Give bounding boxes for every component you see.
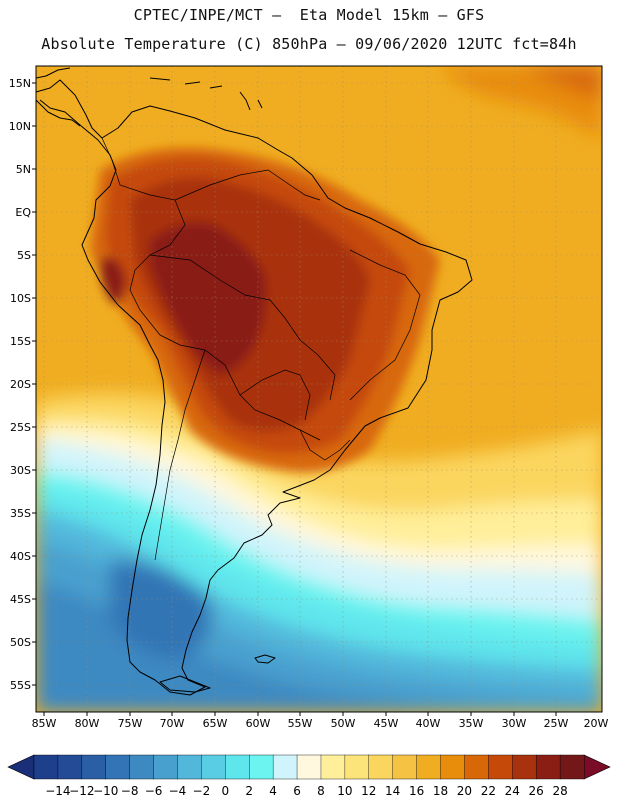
colorbar-label: 8	[317, 784, 325, 798]
colorbar-label: 0	[221, 784, 229, 798]
lat-label: 35S	[10, 507, 31, 520]
axis-ticks	[32, 82, 557, 716]
colorbar-label: −10	[93, 784, 118, 798]
colorbar-swatch	[33, 754, 59, 780]
lat-label: 10S	[10, 292, 31, 305]
colorbar-swatch	[344, 754, 370, 780]
colorbar-swatch	[57, 754, 83, 780]
colorbar-swatch	[201, 754, 226, 780]
lon-label: 20W	[584, 717, 609, 730]
lat-label: 15S	[10, 335, 31, 348]
caribbean-islands	[149, 77, 263, 111]
colorbar-label: 20	[457, 784, 472, 798]
colorbar-swatch	[320, 754, 346, 780]
map-frame	[35, 65, 603, 713]
colorbar-swatch	[464, 754, 489, 780]
lat-label: 50S	[10, 636, 31, 649]
colorbar-label: −4	[169, 784, 187, 798]
colorbar-low-arrow	[7, 754, 35, 780]
colorbar-swatch	[416, 754, 442, 780]
colorbar-label: −6	[145, 784, 163, 798]
lon-label: 50W	[331, 717, 356, 730]
lat-label: 20S	[10, 378, 31, 391]
colorbar-label: 14	[385, 784, 400, 798]
lon-label: 45W	[374, 717, 399, 730]
colorbar-swatch	[296, 754, 322, 780]
colorbar-label: 2	[245, 784, 253, 798]
lat-label: 5N	[16, 163, 31, 176]
south-america-coastline	[36, 79, 473, 696]
lon-label: 65W	[203, 717, 228, 730]
lon-label: 60W	[246, 717, 271, 730]
lat-label: 15N	[9, 77, 31, 90]
colorbar-label: 6	[293, 784, 301, 798]
temperature-field	[36, 66, 602, 712]
longitude-labels: 85W 80W 75W 70W 65W 60W 55W 50W 45W 40W …	[32, 717, 609, 730]
colorbar-swatch	[440, 754, 466, 780]
colorbar-label: 10	[337, 784, 352, 798]
colorbar-swatch	[81, 754, 107, 780]
colorbar-label: 12	[361, 784, 376, 798]
colorbar-label: 26	[529, 784, 544, 798]
country-borders	[101, 137, 421, 561]
lat-label: EQ	[15, 206, 31, 219]
colorbar-swatch	[105, 754, 131, 780]
colorbar-swatch	[535, 754, 561, 780]
colorbar-label: 28	[552, 784, 567, 798]
colorbar-label: −14	[45, 784, 70, 798]
latitude-labels: 15N 10N 5N EQ 5S 10S 15S 20S 25S 30S 35S…	[9, 77, 32, 692]
colorbar-swatch	[368, 754, 394, 780]
colorbar-swatch	[249, 754, 274, 780]
colorbar: −14−12−10 −8 −6 −4 −2 0 2 4 6 8 10 12 14 16 18 20 22 24 26…	[7, 754, 611, 798]
lat-label: 30S	[10, 464, 31, 477]
colorbar-label: 24	[505, 784, 520, 798]
colorbar-swatch	[272, 754, 298, 780]
colorbar-swatch	[512, 754, 537, 780]
colorbar-label: −8	[121, 784, 139, 798]
colorbar-swatch	[392, 754, 418, 780]
lon-label: 30W	[502, 717, 527, 730]
colorbar-swatch	[129, 754, 155, 780]
colorbar-label: −12	[69, 784, 94, 798]
colorbar-label: 18	[433, 784, 448, 798]
falkland-islands	[254, 654, 276, 664]
colorbar-swatch	[153, 754, 179, 780]
colorbar-high-arrow	[583, 754, 611, 780]
lon-label: 55W	[288, 717, 313, 730]
lon-label: 70W	[160, 717, 185, 730]
lon-label: 85W	[32, 717, 57, 730]
colorbar-label: 16	[409, 784, 424, 798]
colorbar-label: 22	[481, 784, 496, 798]
tierra-del-fuego	[159, 675, 211, 693]
lat-label: 45S	[10, 593, 31, 606]
lon-label: 40W	[416, 717, 441, 730]
colorbar-label: −2	[193, 784, 211, 798]
coastlines	[36, 67, 473, 696]
lat-label: 5S	[17, 249, 31, 262]
colorbar-label: 4	[269, 784, 277, 798]
central-america-coastline	[36, 67, 81, 127]
lat-label: 40S	[10, 550, 31, 563]
map-title-line2: Absolute Temperature (C) 850hPa – 09/06/…	[41, 35, 577, 53]
lat-label: 10N	[9, 120, 31, 133]
lat-label: 25S	[10, 421, 31, 434]
lon-label: 35W	[459, 717, 484, 730]
lon-label: 25W	[544, 717, 569, 730]
lat-label: 55S	[10, 679, 31, 692]
colorbar-swatch	[559, 754, 585, 780]
lon-label: 80W	[75, 717, 100, 730]
colorbar-swatch	[488, 754, 513, 780]
lon-label: 75W	[118, 717, 143, 730]
map-title-line1: CPTEC/INPE/MCT – Eta Model 15km – GFS	[133, 6, 485, 24]
colorbar-swatch	[225, 754, 250, 780]
colorbar-swatch	[177, 754, 202, 780]
